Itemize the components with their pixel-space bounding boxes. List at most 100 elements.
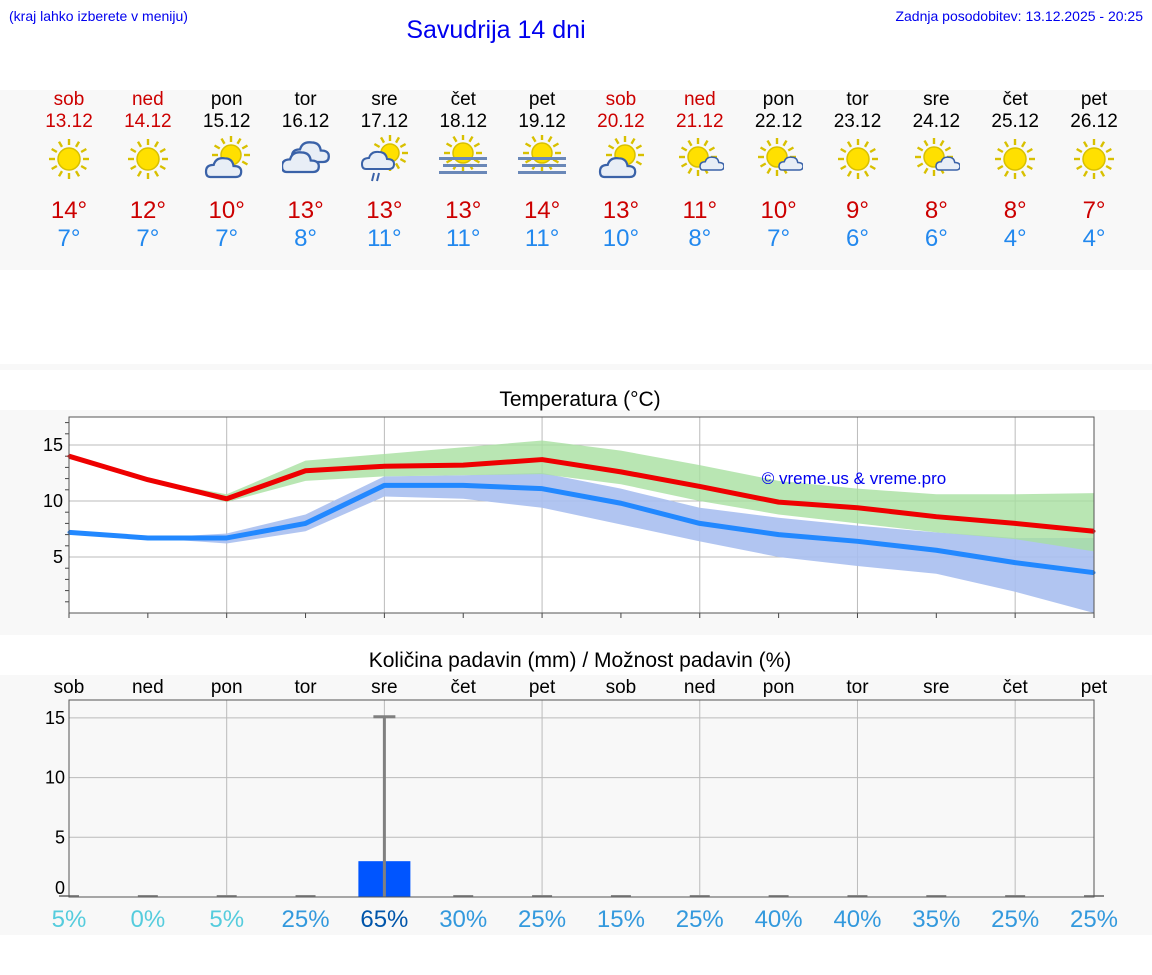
sun-cloud-rain-icon bbox=[360, 135, 409, 183]
day-name: pon bbox=[762, 89, 795, 110]
y-tick-label: 0 bbox=[55, 878, 65, 898]
min-temp-point bbox=[225, 536, 229, 540]
day-date: 23.12 bbox=[833, 111, 882, 132]
precipitation-chart-title: Količina padavin (mm) / Možnost padavin … bbox=[368, 649, 792, 672]
min-temp: 8° bbox=[688, 225, 712, 252]
max-temp-point bbox=[1013, 521, 1017, 525]
day-column: čet 25.12 8° 4° bbox=[976, 89, 1054, 253]
day-name: ned bbox=[131, 89, 164, 110]
sun-fog-icon bbox=[439, 134, 488, 183]
min-temp-point bbox=[461, 483, 465, 487]
day-label: pon bbox=[763, 677, 795, 698]
day-date: 26.12 bbox=[1070, 111, 1118, 132]
max-temp: 8° bbox=[924, 197, 948, 224]
max-temp: 8° bbox=[1003, 197, 1027, 224]
min-temp: 7° bbox=[136, 225, 160, 252]
max-temp-point bbox=[382, 464, 386, 468]
min-temp: 7° bbox=[215, 225, 239, 252]
min-temp: 4° bbox=[1082, 225, 1106, 252]
sun-small-cloud-icon bbox=[676, 135, 725, 183]
plot-border bbox=[68, 416, 1095, 614]
max-temp: 11° bbox=[682, 197, 718, 224]
day-name: sre bbox=[371, 89, 398, 110]
max-temp: 10° bbox=[208, 197, 245, 224]
precip-chance-label: 30% bbox=[439, 906, 487, 933]
sun-cloud-icon bbox=[597, 135, 645, 183]
sun-icon bbox=[1070, 135, 1118, 183]
max-temp: 13° bbox=[602, 197, 640, 224]
day-column: čet 18.12 13° 11° bbox=[424, 89, 502, 253]
min-temp-point bbox=[1013, 561, 1017, 565]
min-temp: 7° bbox=[57, 225, 81, 252]
day-date: 19.12 bbox=[518, 111, 566, 132]
min-temp-point bbox=[855, 539, 859, 543]
max-temp-point bbox=[934, 515, 938, 519]
max-temp-point bbox=[304, 469, 308, 473]
day-name: sob bbox=[53, 89, 85, 110]
day-column: sob 13.12 14° 7° bbox=[30, 89, 108, 253]
max-temp: 9° bbox=[846, 197, 869, 224]
min-temp-line bbox=[68, 482, 1095, 576]
daily-forecast-strip bbox=[0, 90, 1152, 270]
day-name: tor bbox=[294, 89, 317, 110]
sun-small-cloud-icon bbox=[755, 135, 804, 183]
min-temp-point bbox=[304, 521, 308, 525]
min-temp-point bbox=[619, 501, 623, 505]
sun-cloud-icon bbox=[203, 135, 251, 183]
max-temp-point bbox=[619, 470, 623, 474]
min-temp: 11° bbox=[367, 225, 402, 252]
day-name: pon bbox=[210, 89, 243, 110]
day-date: 22.12 bbox=[754, 111, 803, 132]
precip-chance-label: 15% bbox=[597, 906, 645, 933]
min-temp: 7° bbox=[767, 225, 791, 252]
precip-chance-label: 25% bbox=[991, 906, 1039, 933]
precip-chance-label: 25% bbox=[518, 906, 566, 933]
min-temp: 8° bbox=[294, 225, 318, 252]
day-column: sre 24.12 8° 6° bbox=[897, 89, 975, 253]
day-column: ned 21.12 11° 8° bbox=[661, 89, 739, 253]
max-temp: 13° bbox=[445, 197, 482, 224]
day-column: pon 22.12 10° 7° bbox=[740, 89, 818, 253]
max-temp: 10° bbox=[760, 197, 797, 224]
day-name: pet bbox=[528, 89, 556, 110]
precip-chance-label: 40% bbox=[833, 906, 881, 933]
max-temp: 12° bbox=[129, 197, 166, 224]
watermark: © vreme.us & vreme.pro bbox=[762, 469, 946, 488]
day-label: sob bbox=[54, 677, 85, 698]
max-temp: 14° bbox=[50, 197, 88, 224]
y-tick-label: 5 bbox=[53, 547, 63, 567]
day-date: 24.12 bbox=[912, 111, 961, 132]
day-date: 14.12 bbox=[124, 111, 172, 132]
day-date: 20.12 bbox=[597, 111, 645, 132]
day-label: čet bbox=[451, 677, 477, 698]
min-temp-point bbox=[934, 548, 938, 552]
min-temp: 11° bbox=[524, 225, 560, 252]
y-tick-label: 15 bbox=[45, 708, 65, 728]
precip-chance-label: 25% bbox=[282, 906, 330, 933]
precip-chance-label: 5% bbox=[52, 906, 87, 933]
day-label: sre bbox=[923, 677, 949, 698]
min-temp-point bbox=[382, 483, 386, 487]
day-name: pet bbox=[1080, 89, 1108, 110]
min-temp: 6° bbox=[924, 225, 948, 252]
y-tick-label: 10 bbox=[43, 491, 63, 511]
precip-chance-label: 40% bbox=[755, 906, 803, 933]
day-column: pet 19.12 14° 11° bbox=[503, 89, 581, 253]
day-label: sre bbox=[371, 677, 397, 698]
sun-icon bbox=[124, 135, 172, 183]
precip-chance-label: 25% bbox=[1070, 906, 1118, 933]
plot-area bbox=[69, 700, 1094, 897]
max-temp: 7° bbox=[1082, 197, 1106, 224]
y-tick-label: 5 bbox=[55, 827, 65, 847]
max-temp-point bbox=[855, 506, 859, 510]
day-label: tor bbox=[294, 677, 317, 698]
day-label: ned bbox=[684, 677, 716, 698]
sun-icon bbox=[991, 135, 1039, 183]
day-label: tor bbox=[846, 677, 869, 698]
day-name: sre bbox=[923, 89, 950, 110]
max-temp-point bbox=[461, 463, 465, 467]
temperature-chart-title: Temperatura (°C) bbox=[499, 388, 661, 411]
day-date: 17.12 bbox=[360, 111, 409, 132]
sun-icon bbox=[45, 135, 93, 183]
min-temp: 6° bbox=[846, 225, 869, 252]
